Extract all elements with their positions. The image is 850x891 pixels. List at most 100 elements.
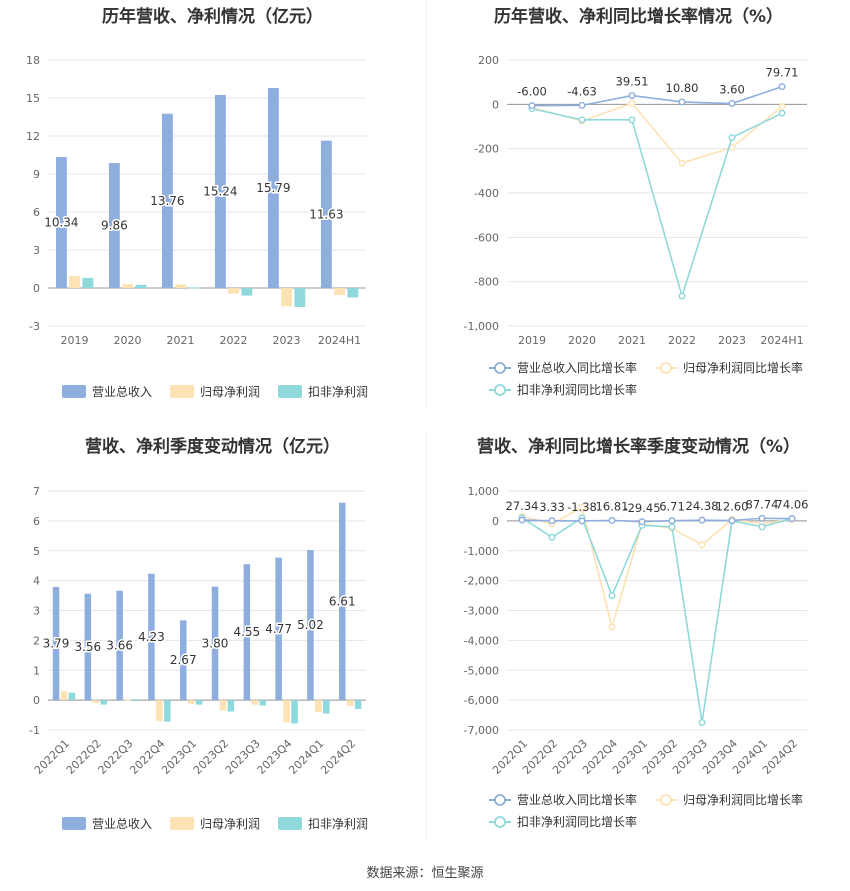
data-label: 3.56 bbox=[74, 640, 101, 654]
data-label: 3.79 bbox=[43, 637, 70, 651]
series-line bbox=[531, 107, 783, 299]
data-label: -29.45 bbox=[623, 501, 660, 515]
data-point bbox=[628, 92, 636, 100]
y-tick-label: -7,000 bbox=[464, 724, 499, 737]
bar bbox=[100, 700, 107, 705]
data-point bbox=[678, 98, 686, 106]
bar bbox=[161, 113, 173, 288]
y-tick-label: 0 bbox=[492, 98, 499, 111]
chart-svg: -3 0 3 6 9 12 15 18 2019 2020 2021 2022 2023 2024H1 10… bbox=[26, 54, 368, 399]
x-tick-label: 2020 bbox=[568, 334, 596, 347]
data-label: 10.34 bbox=[44, 216, 78, 230]
bar bbox=[214, 94, 226, 289]
data-label: 4.23 bbox=[138, 630, 165, 644]
data-label: 10.80 bbox=[666, 81, 699, 95]
legend-label: 扣非净利润同比增长率 bbox=[517, 382, 637, 397]
y-tick-label: 1,000 bbox=[468, 485, 500, 498]
data-point bbox=[528, 102, 536, 110]
y-tick-label: 2 bbox=[33, 634, 40, 647]
y-tick-label: -5,000 bbox=[464, 664, 499, 677]
x-tick-label: 2019 bbox=[61, 334, 89, 347]
data-label: 3.66 bbox=[106, 638, 133, 652]
y-tick-label: -6,000 bbox=[464, 694, 499, 707]
y-tick-label: -600 bbox=[474, 231, 499, 244]
data-label: 5.02 bbox=[297, 618, 324, 632]
data-label: 16.81 bbox=[596, 499, 629, 513]
bar bbox=[132, 700, 139, 702]
data-point bbox=[578, 517, 586, 525]
y-tick-label: -400 bbox=[474, 187, 499, 200]
bar bbox=[52, 586, 60, 701]
bar bbox=[148, 573, 155, 701]
data-label: -6.00 bbox=[517, 85, 547, 99]
data-point bbox=[758, 514, 766, 522]
data-label: 3.33 bbox=[539, 500, 565, 514]
chart-title: 历年营收、净利情况（亿元） bbox=[102, 7, 323, 27]
data-point bbox=[788, 515, 796, 523]
bar bbox=[334, 288, 346, 295]
x-tick-label: 2024H1 bbox=[760, 334, 803, 347]
legend-swatch bbox=[170, 385, 194, 398]
y-tick-label: -1,000 bbox=[464, 320, 499, 333]
legend-label: 营业总收入 bbox=[92, 385, 152, 399]
data-label: 13.76 bbox=[150, 194, 184, 208]
data-point bbox=[608, 516, 616, 524]
data-point bbox=[518, 516, 526, 524]
data-point bbox=[668, 523, 676, 531]
chart-panel: 历年营收、净利同比增长率情况（%） -1,000 -800 -600 -400 -200… bbox=[427, 0, 850, 420]
data-label: 4.77 bbox=[265, 622, 292, 636]
bar bbox=[354, 700, 362, 710]
data-point bbox=[778, 83, 786, 91]
data-point bbox=[728, 516, 736, 524]
bar bbox=[82, 277, 94, 288]
data-point bbox=[698, 719, 706, 727]
bar bbox=[116, 590, 123, 701]
bar bbox=[179, 620, 187, 701]
bar bbox=[241, 288, 253, 296]
y-tick-label: 6 bbox=[33, 206, 40, 219]
data-label: 15.24 bbox=[203, 184, 237, 198]
data-point bbox=[578, 503, 586, 511]
chart-svg: -1012345672022Q12022Q22022Q32022Q42023Q1… bbox=[29, 485, 368, 831]
x-tick-label: 2021 bbox=[167, 334, 195, 347]
legend-label: 营业总收入同比增长率 bbox=[517, 792, 637, 807]
bar bbox=[228, 288, 240, 294]
y-tick-label: 7 bbox=[33, 485, 40, 498]
data-point bbox=[628, 99, 636, 107]
y-tick-label: 0 bbox=[33, 694, 40, 707]
chart-title: 营收、净利季度变动情况（亿元） bbox=[85, 437, 340, 457]
y-tick-label: -2,000 bbox=[464, 575, 499, 588]
bar bbox=[219, 700, 227, 711]
chart-panel: 历年营收、净利情况（亿元） -3 0 3 6 9 12 15 18 2019 2020 2021 20… bbox=[0, 0, 425, 420]
data-point bbox=[548, 533, 556, 541]
chart-svg: -7,000 -6,000 -5,000 -4,000 -3,000 -2,000 -1,0… bbox=[464, 485, 809, 829]
data-point bbox=[758, 523, 766, 531]
bar bbox=[294, 288, 306, 307]
bar bbox=[307, 550, 314, 701]
legend-marker bbox=[494, 816, 506, 828]
data-label: 2.67 bbox=[170, 653, 197, 667]
data-point bbox=[638, 518, 646, 526]
bar bbox=[347, 288, 359, 298]
bar bbox=[291, 700, 298, 724]
data-label: 27.34 bbox=[506, 499, 539, 513]
y-tick-label: 3 bbox=[33, 244, 40, 257]
y-tick-label: -1,000 bbox=[464, 545, 499, 558]
data-source-note: 数据来源：恒生聚源 bbox=[366, 866, 484, 881]
y-tick-label: 4 bbox=[33, 575, 40, 588]
bar bbox=[164, 700, 171, 722]
data-label: 6.61 bbox=[329, 594, 356, 608]
y-tick-label: -800 bbox=[474, 276, 499, 289]
bar bbox=[346, 700, 354, 707]
data-point bbox=[698, 516, 706, 524]
panel-divider bbox=[426, 430, 427, 840]
bar bbox=[281, 288, 293, 307]
series-line bbox=[531, 85, 783, 107]
data-label: 3.60 bbox=[719, 83, 745, 97]
legend-swatch bbox=[170, 817, 194, 830]
legend-label: 扣非净利润同比增长率 bbox=[517, 814, 637, 829]
bar bbox=[135, 284, 147, 288]
bar bbox=[60, 691, 68, 701]
bar bbox=[188, 287, 200, 289]
data-point bbox=[578, 101, 586, 109]
